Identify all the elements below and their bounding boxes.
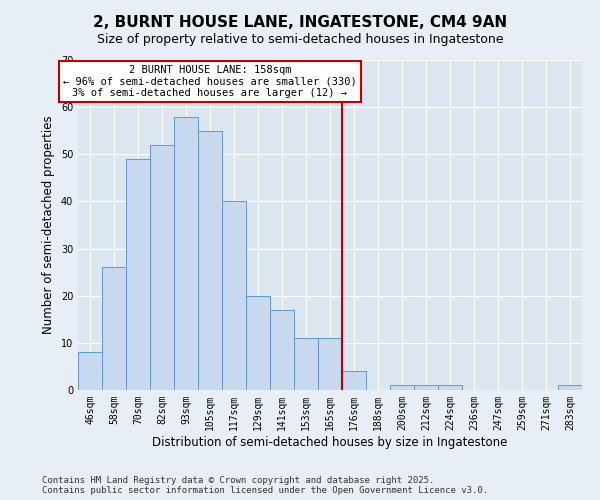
Bar <box>102 268 126 390</box>
Bar <box>294 338 318 390</box>
X-axis label: Distribution of semi-detached houses by size in Ingatestone: Distribution of semi-detached houses by … <box>152 436 508 448</box>
Text: Contains HM Land Registry data © Crown copyright and database right 2025.
Contai: Contains HM Land Registry data © Crown c… <box>42 476 488 495</box>
Text: 2 BURNT HOUSE LANE: 158sqm
← 96% of semi-detached houses are smaller (330)
3% of: 2 BURNT HOUSE LANE: 158sqm ← 96% of semi… <box>63 64 357 98</box>
Text: 2, BURNT HOUSE LANE, INGATESTONE, CM4 9AN: 2, BURNT HOUSE LANE, INGATESTONE, CM4 9A… <box>93 15 507 30</box>
Bar <box>558 386 582 390</box>
Bar <box>438 386 462 390</box>
Bar <box>126 159 150 390</box>
Bar <box>270 310 294 390</box>
Bar <box>78 352 102 390</box>
Y-axis label: Number of semi-detached properties: Number of semi-detached properties <box>42 116 55 334</box>
Text: Size of property relative to semi-detached houses in Ingatestone: Size of property relative to semi-detach… <box>97 32 503 46</box>
Bar <box>246 296 270 390</box>
Bar <box>414 386 438 390</box>
Bar <box>342 371 366 390</box>
Bar <box>318 338 342 390</box>
Bar <box>390 386 414 390</box>
Bar <box>198 130 222 390</box>
Bar <box>174 116 198 390</box>
Bar <box>150 145 174 390</box>
Bar <box>222 202 246 390</box>
